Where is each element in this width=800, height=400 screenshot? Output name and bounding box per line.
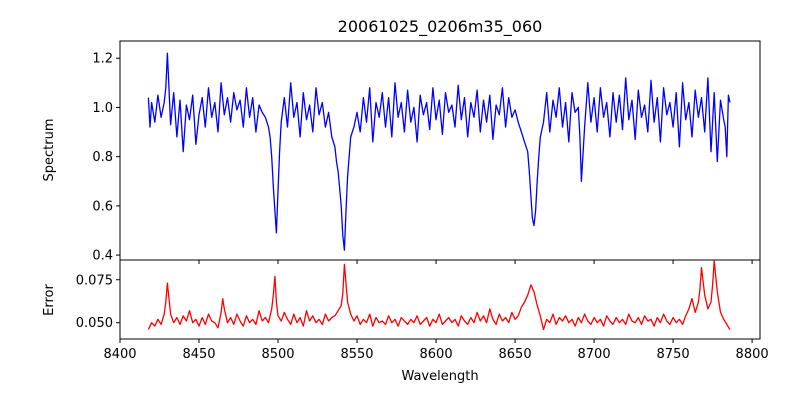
spectrum-y-tick-label: 1.0: [92, 101, 113, 116]
spectrum-y-ticks: 0.4 0.6 0.8 1.0 1.2: [92, 52, 120, 264]
error-y-axis-label: Error: [42, 284, 57, 316]
spectrum-plot-frame: [119, 40, 761, 261]
spectrum-y-tick-label: 0.8: [92, 150, 113, 165]
spectrum-series-line: [147, 52, 731, 251]
x-tick-label: 8550: [340, 347, 373, 362]
error-x-ticks: 8400 8450 8500 8550 8600 8650 8700 8750 8800: [103, 339, 769, 362]
spectrum-y-axis-label: Spectrum: [42, 119, 57, 182]
x-tick-label: 8800: [736, 347, 769, 362]
x-tick-label: 8400: [103, 347, 136, 362]
error-plot-frame: [119, 259, 761, 340]
spectrum-x-ticks: [119, 260, 753, 264]
x-tick-label: 8500: [261, 347, 294, 362]
spectrum-y-tick-label: 0.4: [92, 249, 113, 264]
chart-title: 20061025_0206m35_060: [338, 17, 543, 37]
error-y-tick-label: 0.050: [76, 316, 113, 331]
spectrum-y-tick-label: 0.6: [92, 199, 113, 214]
x-tick-label: 8600: [420, 347, 453, 362]
error-y-ticks: 0.050 0.075: [76, 273, 120, 331]
spectrum-y-tick-label: 1.2: [92, 52, 113, 67]
x-tick-label: 8450: [182, 347, 215, 362]
spectrum-panel: 0.4 0.6 0.8 1.0 1.2 Spectrum: [42, 40, 761, 264]
error-series-line: [147, 260, 731, 331]
x-tick-label: 8650: [499, 347, 532, 362]
error-y-tick-label: 0.075: [76, 273, 113, 288]
x-axis-label: Wavelength: [401, 369, 478, 384]
x-tick-label: 8750: [657, 347, 690, 362]
x-tick-label: 8700: [578, 347, 611, 362]
